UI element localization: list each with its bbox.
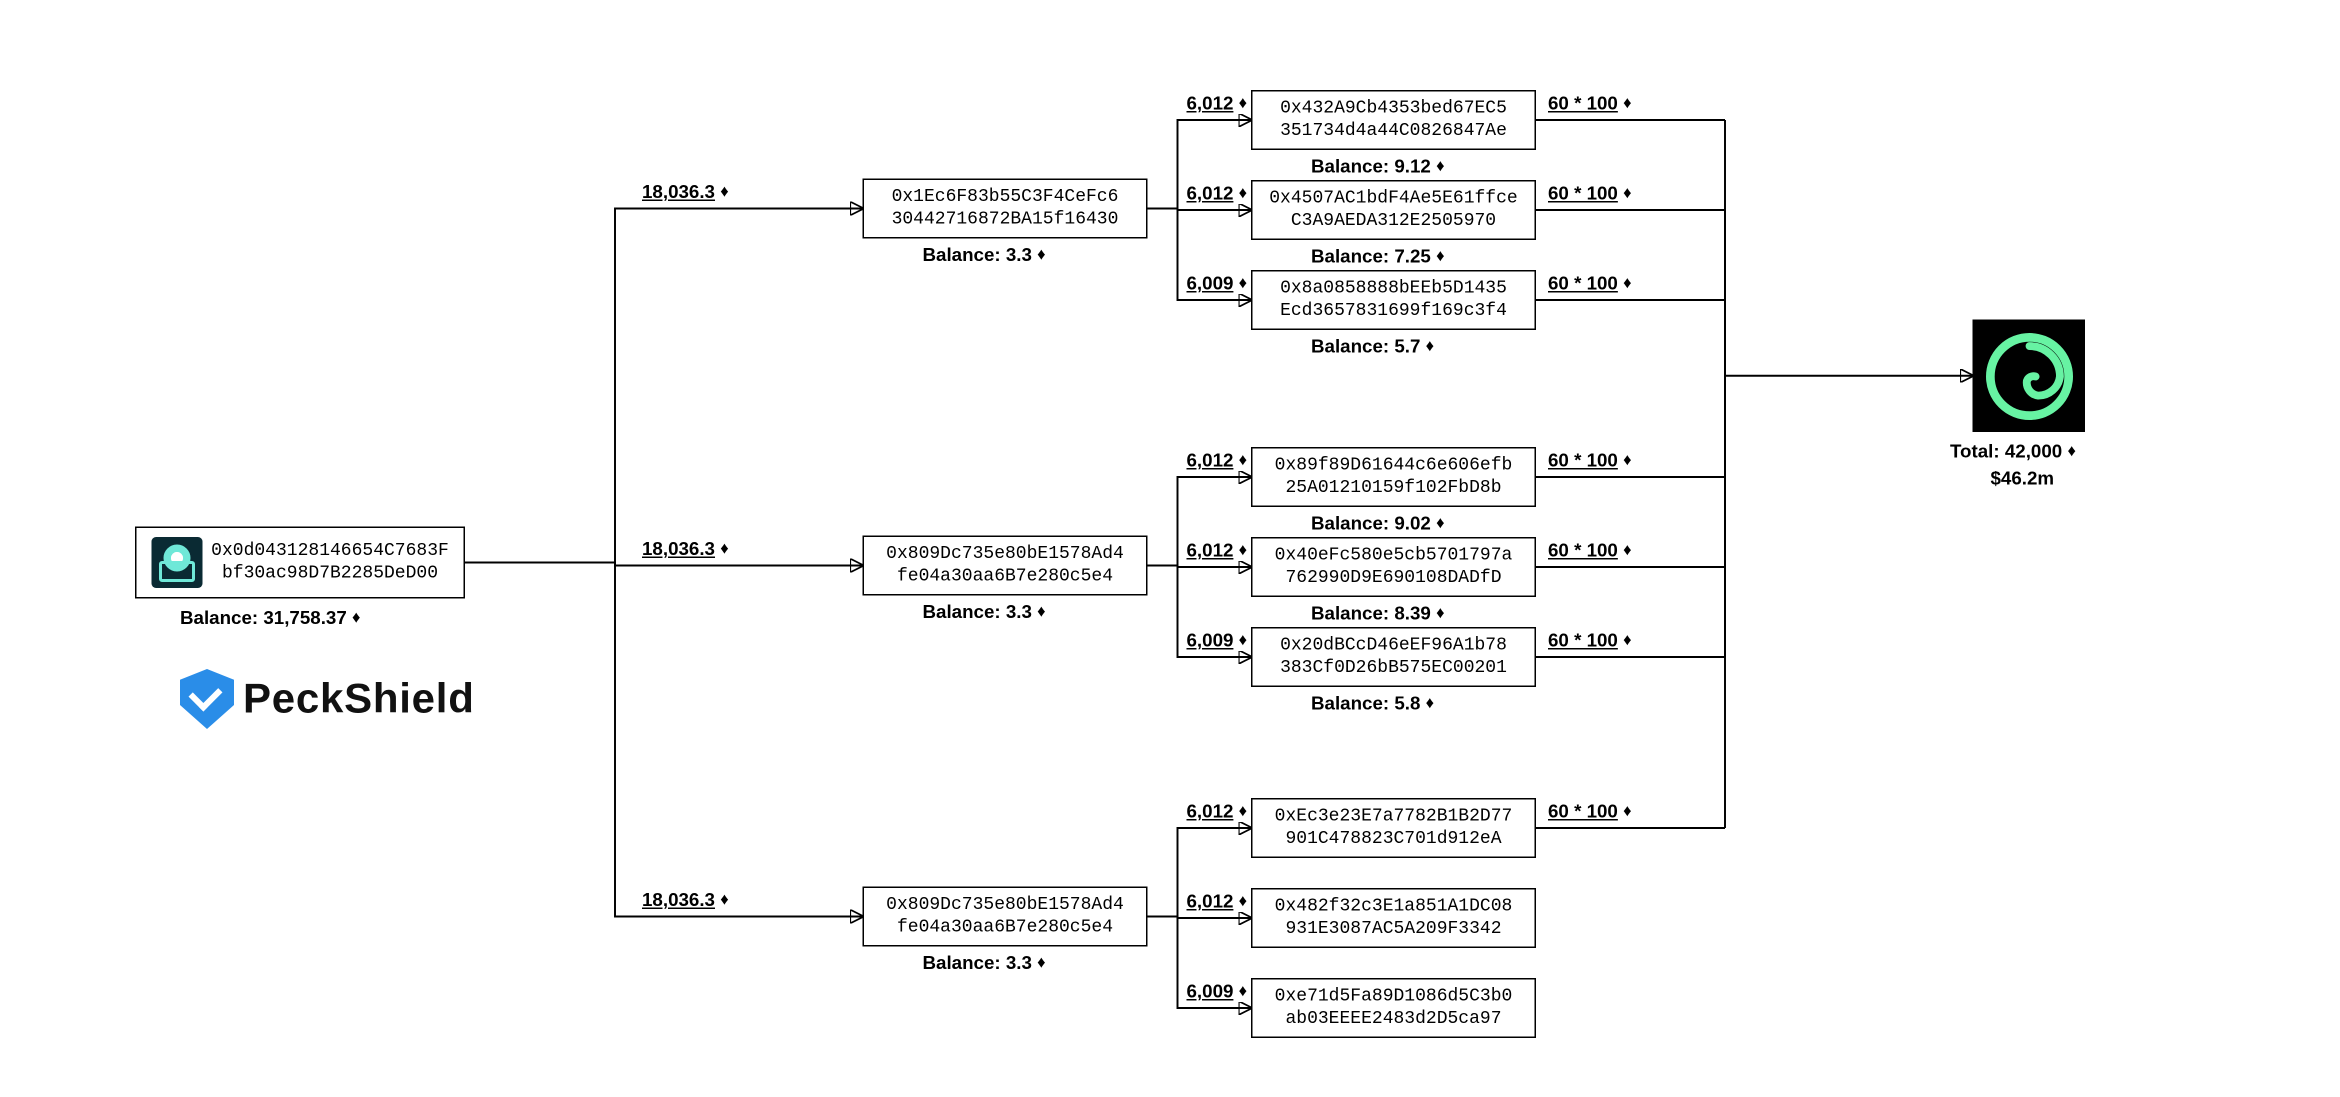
peckshield-logo: PeckShield (180, 669, 475, 729)
edge-label-out-l5: 60 * 100 ♦ (1548, 540, 1632, 561)
intermediate-node-m2-balance: Balance: 3.3 ♦ (923, 602, 1046, 623)
edge-label-src-m2: 18,036.3 ♦ (642, 539, 729, 560)
address-line1: 0x40eFc580e5cb5701797a (1275, 545, 1513, 568)
address-line2: 351734d4a44C0826847Ae (1280, 120, 1507, 143)
address-line2: ab03EEEE2483d2D5ca97 (1285, 1008, 1501, 1031)
edge-label-in-l2: 6,012 ♦ (1187, 183, 1248, 204)
edge-label-in-l9: 6,009 ♦ (1187, 981, 1248, 1002)
shield-icon (180, 669, 234, 729)
address-line1: 0x4507AC1bdF4Ae5E61ffce (1269, 188, 1517, 211)
brand-text: PeckShield (243, 675, 475, 723)
address-line2: 30442716872BA15f16430 (892, 209, 1119, 232)
edge-label-out-l3: 60 * 100 ♦ (1548, 273, 1632, 294)
address-line2: fe04a30aa6B7e280c5e4 (897, 917, 1113, 940)
address-line1: 0x89f89D61644c6e606efb (1275, 455, 1513, 478)
leaf-node-l3: 0x8a0858888bEEb5D1435Ecd3657831699f169c3… (1251, 270, 1536, 330)
address-line1: 0x1Ec6F83b55C3F4CeFc6 (892, 186, 1119, 209)
address-line2: 383Cf0D26bB575EC00201 (1280, 657, 1507, 680)
edge-label-in-l7: 6,012 ♦ (1187, 801, 1248, 822)
address-line1: 0x809Dc735e80bE1578Ad4 (886, 543, 1124, 566)
source-balance: Balance: 31,758.37 ♦ (180, 608, 360, 629)
address-line1: 0x432A9Cb4353bed67EC5 (1280, 98, 1507, 121)
edge-label-in-l6: 6,009 ♦ (1187, 630, 1248, 651)
address-line2: 901C478823C701d912eA (1285, 828, 1501, 851)
edge-label-out-l2: 60 * 100 ♦ (1548, 183, 1632, 204)
address-line2: C3A9AEDA312E2505970 (1291, 210, 1496, 233)
edge-label-out-l7: 60 * 100 ♦ (1548, 801, 1632, 822)
edge-label-src-m3: 18,036.3 ♦ (642, 890, 729, 911)
leaf-node-l2-balance: Balance: 7.25 ♦ (1311, 246, 1445, 267)
leaf-node-l5: 0x40eFc580e5cb5701797a762990D9E690108DAD… (1251, 537, 1536, 597)
leaf-node-l1: 0x432A9Cb4353bed67EC5351734d4a44C0826847… (1251, 90, 1536, 150)
hacker-icon (151, 537, 202, 588)
address-line1: 0xe71d5Fa89D1086d5C3b0 (1275, 986, 1513, 1009)
address-line2: fe04a30aa6B7e280c5e4 (897, 566, 1113, 589)
address-line2: 931E3087AC5A209F3342 (1285, 918, 1501, 941)
address-line1: 0x8a0858888bEEb5D1435 (1280, 278, 1507, 301)
destination-total: Total: 42,000 ♦ (1950, 441, 2076, 462)
edge-label-src-m1: 18,036.3 ♦ (642, 182, 729, 203)
edge-label-in-l1: 6,012 ♦ (1187, 93, 1248, 114)
address-line2: 25A01210159f102FbD8b (1285, 477, 1501, 500)
edge-label-in-l4: 6,012 ♦ (1187, 450, 1248, 471)
leaf-node-l6-balance: Balance: 5.8 ♦ (1311, 693, 1434, 714)
leaf-node-l5-balance: Balance: 8.39 ♦ (1311, 603, 1445, 624)
source-address-line1: 0x0d043128146654C7683F (211, 540, 449, 563)
intermediate-node-m2: 0x809Dc735e80bE1578Ad4fe04a30aa6B7e280c5… (863, 536, 1148, 596)
address-line2: 762990D9E690108DADfD (1285, 567, 1501, 590)
leaf-node-l1-balance: Balance: 9.12 ♦ (1311, 156, 1445, 177)
intermediate-node-m1-balance: Balance: 3.3 ♦ (923, 245, 1046, 266)
source-address-node: 0x0d043128146654C7683F bf30ac98D7B2285De… (135, 527, 465, 599)
edge-label-in-l3: 6,009 ♦ (1187, 273, 1248, 294)
source-address-line2: bf30ac98D7B2285DeD00 (211, 563, 449, 586)
leaf-node-l4-balance: Balance: 9.02 ♦ (1311, 513, 1445, 534)
address-line1: 0x20dBCcD46eEF96A1b78 (1280, 635, 1507, 658)
edge-label-out-l1: 60 * 100 ♦ (1548, 93, 1632, 114)
destination-usd: $46.2m (1991, 468, 2055, 489)
address-line1: 0x809Dc735e80bE1578Ad4 (886, 894, 1124, 917)
leaf-node-l8: 0x482f32c3E1a851A1DC08931E3087AC5A209F33… (1251, 888, 1536, 948)
edge-label-out-l6: 60 * 100 ♦ (1548, 630, 1632, 651)
edge-label-out-l4: 60 * 100 ♦ (1548, 450, 1632, 471)
intermediate-node-m3-balance: Balance: 3.3 ♦ (923, 953, 1046, 974)
intermediate-node-m3: 0x809Dc735e80bE1578Ad4fe04a30aa6B7e280c5… (863, 887, 1148, 947)
leaf-node-l6: 0x20dBCcD46eEF96A1b78383Cf0D26bB575EC002… (1251, 627, 1536, 687)
address-line2: Ecd3657831699f169c3f4 (1280, 300, 1507, 323)
edge-label-in-l5: 6,012 ♦ (1187, 540, 1248, 561)
leaf-node-l7: 0xEc3e23E7a7782B1B2D77901C478823C701d912… (1251, 798, 1536, 858)
intermediate-node-m1: 0x1Ec6F83b55C3F4CeFc630442716872BA15f164… (863, 179, 1148, 239)
edge-label-in-l8: 6,012 ♦ (1187, 891, 1248, 912)
leaf-node-l3-balance: Balance: 5.7 ♦ (1311, 336, 1434, 357)
tornado-cash-icon (1973, 320, 2086, 433)
leaf-node-l2: 0x4507AC1bdF4Ae5E61ffceC3A9AEDA312E25059… (1251, 180, 1536, 240)
address-line1: 0xEc3e23E7a7782B1B2D77 (1275, 806, 1513, 829)
address-line1: 0x482f32c3E1a851A1DC08 (1275, 896, 1513, 919)
leaf-node-l9: 0xe71d5Fa89D1086d5C3b0ab03EEEE2483d2D5ca… (1251, 978, 1536, 1038)
leaf-node-l4: 0x89f89D61644c6e606efb25A01210159f102FbD… (1251, 447, 1536, 507)
flow-diagram: 0x0d043128146654C7683F bf30ac98D7B2285De… (0, 0, 2340, 1097)
